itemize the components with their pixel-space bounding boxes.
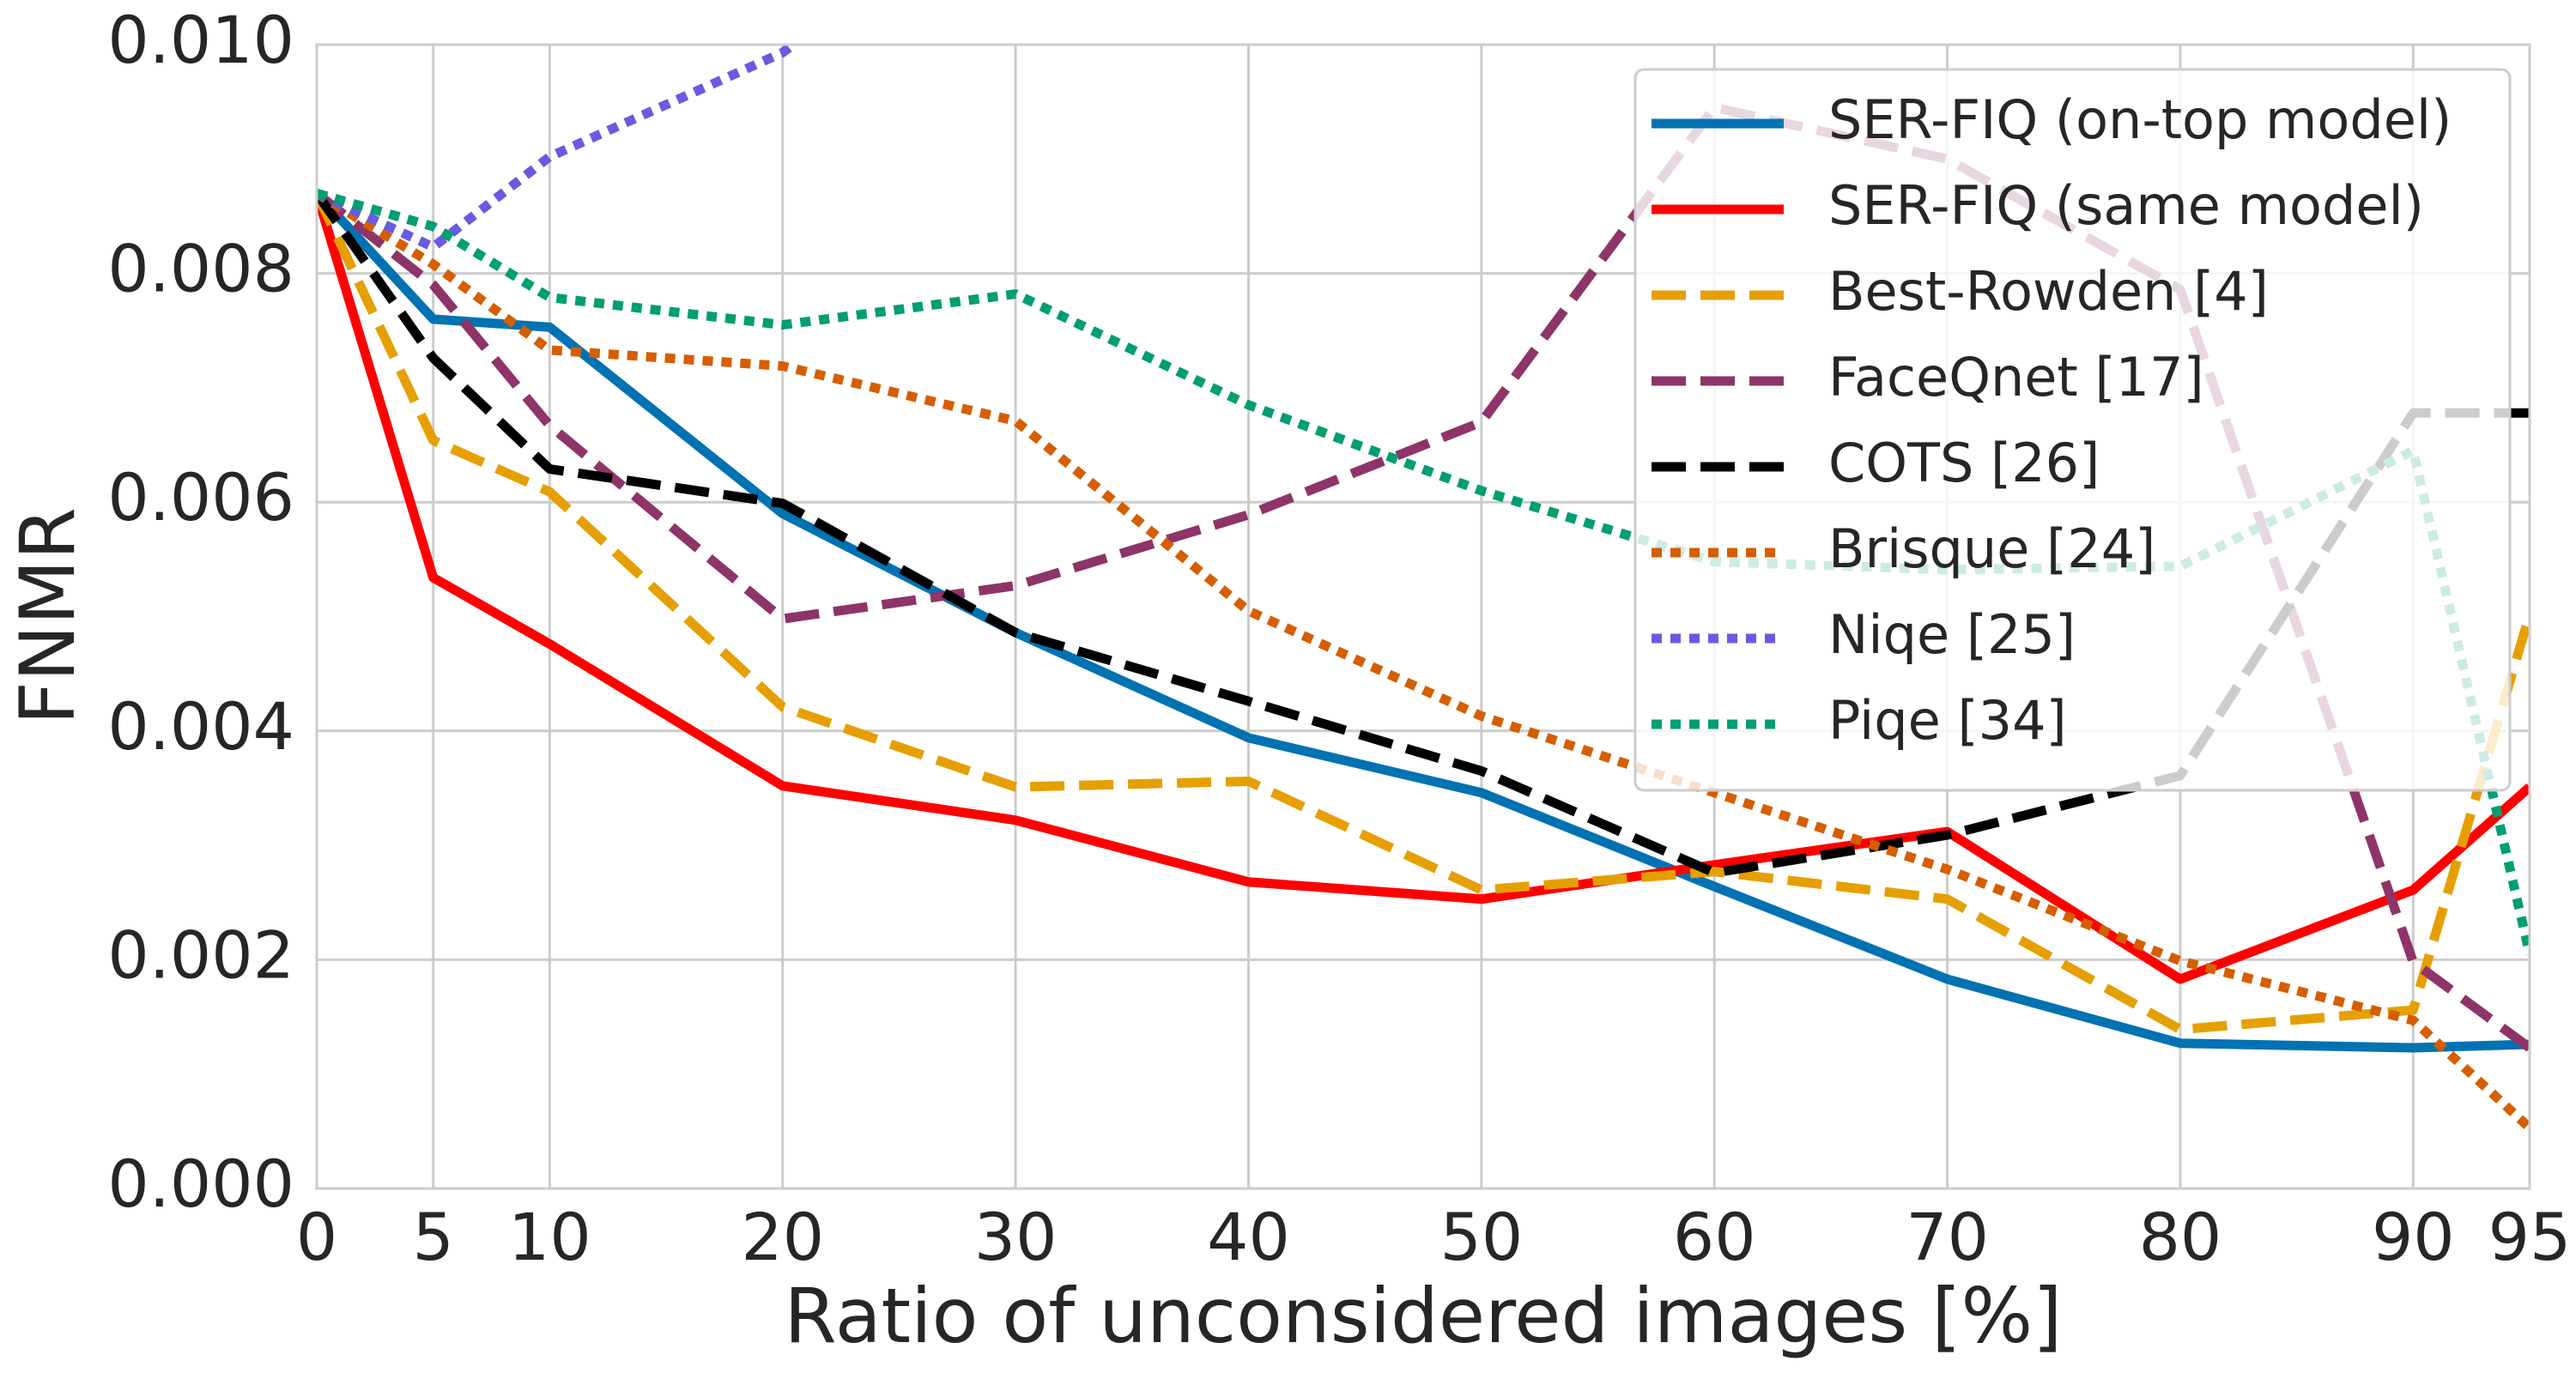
legend-label: SER-FIQ (same model)	[1828, 174, 2424, 237]
axes-frame	[315, 43, 2531, 1190]
y-tick-label: 0.004	[107, 688, 294, 765]
x-tick-label: 20	[741, 1199, 824, 1275]
legend-label: COTS [26]	[1828, 432, 2100, 494]
y-axis-label: FNMR	[3, 507, 92, 725]
x-tick-label: 40	[1207, 1199, 1290, 1275]
series-line	[317, 190, 2530, 1053]
y-tick-label: 0.006	[107, 459, 294, 535]
x-tick-label: 95	[2488, 1199, 2572, 1275]
legend-label: SER-FIQ (on-top model)	[1828, 88, 2452, 151]
x-tick-label: 0	[296, 1199, 337, 1275]
series-line	[317, 191, 2530, 984]
series-line	[317, 45, 801, 252]
x-tick-label: 30	[974, 1199, 1058, 1275]
legend-label: Piqe [34]	[1828, 689, 2067, 752]
legend-label: Niqe [25]	[1828, 603, 2076, 666]
x-tick-label: 10	[508, 1199, 591, 1275]
legend-label: Brisque [24]	[1828, 517, 2155, 580]
legend-label: FaceQnet [17]	[1828, 346, 2204, 408]
x-tick-label: 50	[1440, 1199, 1523, 1275]
legend-label: Best-Rowden [4]	[1828, 260, 2269, 323]
x-tick-label: 70	[1906, 1199, 1989, 1275]
y-tick-label: 0.000	[107, 1146, 294, 1222]
legend-box	[1633, 68, 2512, 792]
y-tick-label: 0.002	[107, 916, 294, 993]
x-tick-label: 60	[1673, 1199, 1756, 1275]
x-tick-label: 90	[2372, 1199, 2455, 1275]
x-tick-label: 80	[2139, 1199, 2222, 1275]
y-tick-label: 0.010	[107, 2, 294, 78]
y-tick-label: 0.008	[107, 231, 294, 307]
x-axis-label: Ratio of unconsidered images [%]	[785, 1272, 2063, 1360]
series-line	[317, 191, 2530, 1035]
x-tick-label: 5	[413, 1199, 454, 1275]
